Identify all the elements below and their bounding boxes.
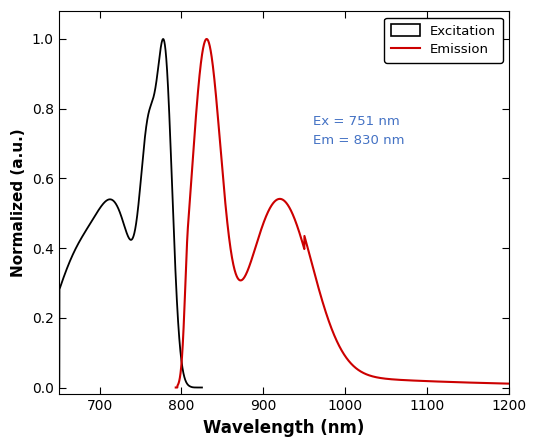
Text: Ex = 751 nm
Em = 830 nm: Ex = 751 nm Em = 830 nm (313, 115, 405, 146)
Legend: Excitation, Emission: Excitation, Emission (384, 18, 502, 63)
Y-axis label: Normalized (a.u.): Normalized (a.u.) (11, 129, 26, 277)
X-axis label: Wavelength (nm): Wavelength (nm) (203, 419, 365, 437)
